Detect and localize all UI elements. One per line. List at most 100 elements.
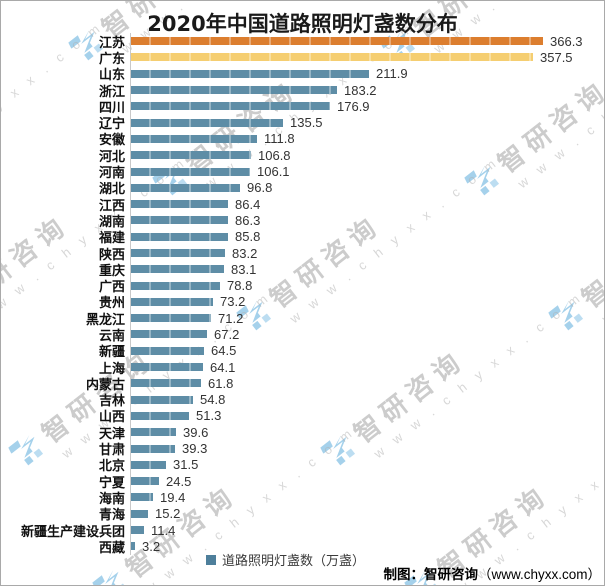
plot-area-row: 83.2	[130, 244, 602, 262]
value-label: 67.2	[214, 326, 240, 342]
value-label: 3.2	[142, 538, 161, 554]
plot-area-row: 3.2	[130, 538, 602, 555]
category-label: 福建	[98, 230, 125, 246]
plot-area-row: 176.9	[130, 98, 602, 115]
plot-area-row: 39.3	[130, 440, 602, 457]
category-label: 陕西	[98, 246, 125, 262]
plot-area-row: 31.5	[130, 456, 602, 474]
bar-row: 山东 211.9	[1, 65, 602, 83]
category-label: 西藏	[98, 539, 125, 555]
value-label: 85.8	[235, 229, 261, 245]
category-label: 湖南	[98, 213, 125, 229]
category-label: 广西	[98, 279, 125, 295]
category-label: 贵州	[98, 295, 125, 311]
category-label: 重庆	[98, 262, 125, 278]
bar	[131, 363, 203, 372]
value-label: 64.1	[210, 359, 236, 375]
value-label: 111.8	[264, 131, 295, 147]
bar-row: 贵州 73.2	[1, 293, 602, 311]
value-label: 61.8	[208, 375, 234, 391]
category-label: 广东	[98, 50, 125, 66]
bar-row: 重庆 83.1	[1, 261, 602, 278]
value-label: 86.3	[235, 212, 261, 228]
value-label: 24.5	[166, 473, 192, 489]
bar	[131, 53, 533, 62]
bar-row: 北京 31.5	[1, 456, 602, 474]
category-label: 海南	[98, 490, 125, 506]
plot-area-row: 64.1	[130, 358, 602, 376]
value-label: 39.3	[182, 441, 208, 457]
plot-area-row: 86.4	[130, 195, 602, 213]
legend-swatch	[205, 554, 216, 565]
bar	[131, 249, 225, 257]
bar	[131, 118, 283, 127]
plot-area-row: 111.8	[130, 130, 602, 148]
value-label: 106.8	[258, 147, 291, 163]
plot-area-row: 54.8	[130, 391, 602, 408]
bar	[131, 314, 211, 323]
value-label: 15.2	[155, 506, 181, 522]
bar-chart: 江苏 366.3 广东 357.5 山东 211.9 浙江 183.2 四川 176.9 辽宁 135…	[1, 33, 602, 555]
bar-row: 浙江 183.2	[1, 81, 602, 99]
bar-row: 云南 67.2	[1, 326, 602, 343]
value-label: 31.5	[173, 457, 199, 473]
value-label: 71.2	[218, 310, 244, 326]
plot-area-row: 83.1	[130, 261, 602, 278]
plot-area-row: 96.8	[130, 179, 602, 196]
value-label: 73.2	[220, 294, 246, 310]
category-label: 山东	[98, 67, 125, 83]
bar-row: 山西 51.3	[1, 407, 602, 424]
legend-label: 道路照明灯盏数（万盏）	[221, 553, 365, 568]
bar	[131, 232, 228, 241]
value-label: 19.4	[160, 489, 186, 505]
value-label: 106.1	[257, 164, 290, 180]
category-label: 浙江	[98, 83, 125, 99]
bar-row: 陕西 83.2	[1, 244, 602, 262]
bar	[131, 69, 369, 78]
plot-area-row: 211.9	[130, 65, 602, 82]
plot-area-row: 73.2	[130, 293, 602, 311]
bar	[131, 526, 144, 535]
bar	[131, 37, 543, 46]
bar-row: 海南 19.4	[1, 489, 602, 506]
category-label: 吉林	[98, 393, 125, 409]
category-label: 天津	[98, 425, 125, 441]
category-label: 新疆	[98, 344, 125, 360]
bar	[131, 428, 176, 437]
category-label: 宁夏	[98, 474, 125, 490]
bar-row: 湖北 96.8	[1, 179, 602, 196]
bar	[131, 379, 201, 388]
credit-line: 制图：智研咨询（www.chyxx.com）	[383, 563, 601, 583]
value-label: 54.8	[200, 392, 226, 408]
bar-row: 吉林 54.8	[1, 391, 602, 409]
bar	[131, 509, 148, 518]
bar-row: 黑龙江 71.2	[1, 310, 602, 327]
bar	[131, 216, 228, 225]
plot-area-row: 183.2	[130, 81, 602, 99]
category-label: 青海	[98, 507, 125, 523]
value-label: 96.8	[247, 180, 273, 196]
bar	[131, 200, 228, 209]
value-label: 78.8	[227, 278, 253, 294]
bar	[131, 86, 337, 95]
bar-row: 甘肃 39.3	[1, 440, 602, 457]
value-label: 86.4	[235, 196, 261, 212]
plot-area-row: 135.5	[130, 114, 602, 131]
bar-row: 四川 176.9	[1, 98, 602, 115]
bar-row: 新疆 64.5	[1, 342, 602, 360]
bar-row: 天津 39.6	[1, 424, 602, 441]
bar	[131, 460, 166, 469]
bar	[131, 102, 330, 111]
bar-row: 广东 357.5	[1, 49, 602, 66]
value-label: 183.2	[344, 82, 377, 98]
bar-row: 上海 64.1	[1, 358, 602, 376]
category-label: 四川	[98, 99, 125, 115]
plot-area-row: 71.2	[130, 310, 602, 327]
value-label: 39.6	[183, 424, 209, 440]
bar	[131, 265, 224, 274]
plot-area-row: 106.8	[130, 147, 602, 164]
plot-area-row: 11.4	[130, 521, 602, 539]
category-label: 云南	[98, 328, 125, 343]
bar	[131, 167, 250, 176]
bar-row: 江苏 366.3	[1, 33, 602, 50]
